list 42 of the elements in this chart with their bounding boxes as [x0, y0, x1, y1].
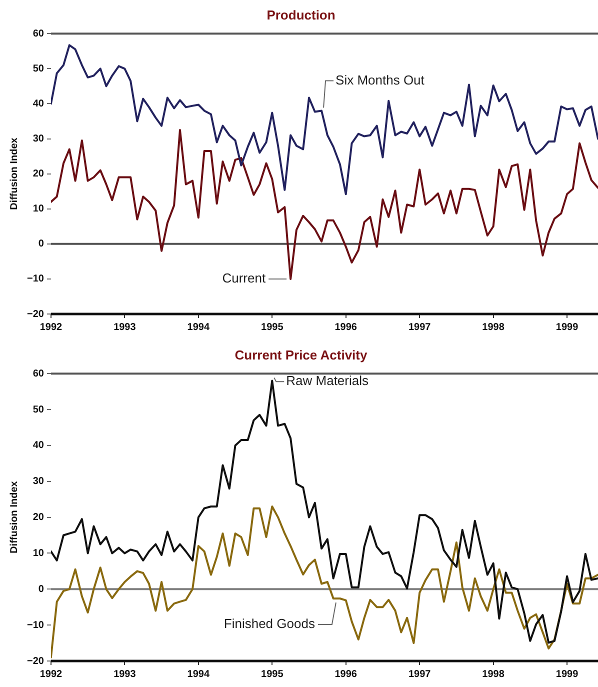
y-tick-label: 60 [32, 28, 44, 40]
x-tick-label: 1996 [334, 668, 358, 680]
x-tick-label: 1993 [114, 668, 136, 680]
y-tick-label: 0 [38, 238, 44, 250]
y-tick-label: 10 [32, 204, 44, 215]
x-tick-label: 1998 [482, 668, 505, 680]
y-tick-label: 50 [32, 404, 44, 416]
series-label: Raw Materials [286, 373, 369, 388]
y-axis-title: Diffusion Index [8, 137, 20, 210]
x-tick-label: 1992 [40, 668, 63, 680]
y-tick-label: 10 [32, 548, 44, 559]
x-tick-label: 1994 [187, 322, 210, 333]
y-tick-label: −20 [26, 656, 44, 667]
y-tick-label: 30 [32, 134, 44, 144]
x-tick-label: 1995 [261, 322, 284, 333]
series-label: Finished Goods [224, 616, 316, 632]
y-tick-label: 0 [38, 584, 44, 595]
x-tick-label: 1999 [556, 668, 579, 680]
x-tick-label: 1994 [187, 668, 210, 680]
series-label: Current [222, 270, 266, 286]
x-tick-label: 1992 [40, 322, 63, 333]
y-tick-label: −10 [26, 620, 44, 631]
y-tick-label: −10 [26, 274, 44, 285]
y-tick-label: 50 [32, 63, 44, 74]
x-tick-label: 1999 [556, 322, 579, 333]
x-tick-label: 1996 [334, 322, 358, 333]
x-tick-label: 1997 [408, 322, 432, 333]
x-tick-label: 1995 [261, 668, 284, 680]
y-tick-label: 40 [32, 440, 44, 452]
x-tick-label: 1997 [408, 668, 432, 680]
y-tick-label: 30 [32, 476, 44, 488]
x-tick-label: 1993 [114, 322, 136, 333]
chart-title: Current Price Activity [234, 347, 368, 362]
y-tick-label: 20 [32, 512, 44, 524]
series-label: Six Months Out [336, 72, 425, 88]
chart-title: Production [266, 7, 336, 22]
y-tick-label: 40 [32, 98, 44, 110]
y-tick-label: 20 [32, 168, 44, 180]
y-tick-label: 60 [32, 368, 44, 380]
x-tick-label: 1998 [482, 322, 505, 333]
y-tick-label: −20 [26, 308, 44, 320]
y-axis-title: Diffusion Index [8, 480, 20, 554]
